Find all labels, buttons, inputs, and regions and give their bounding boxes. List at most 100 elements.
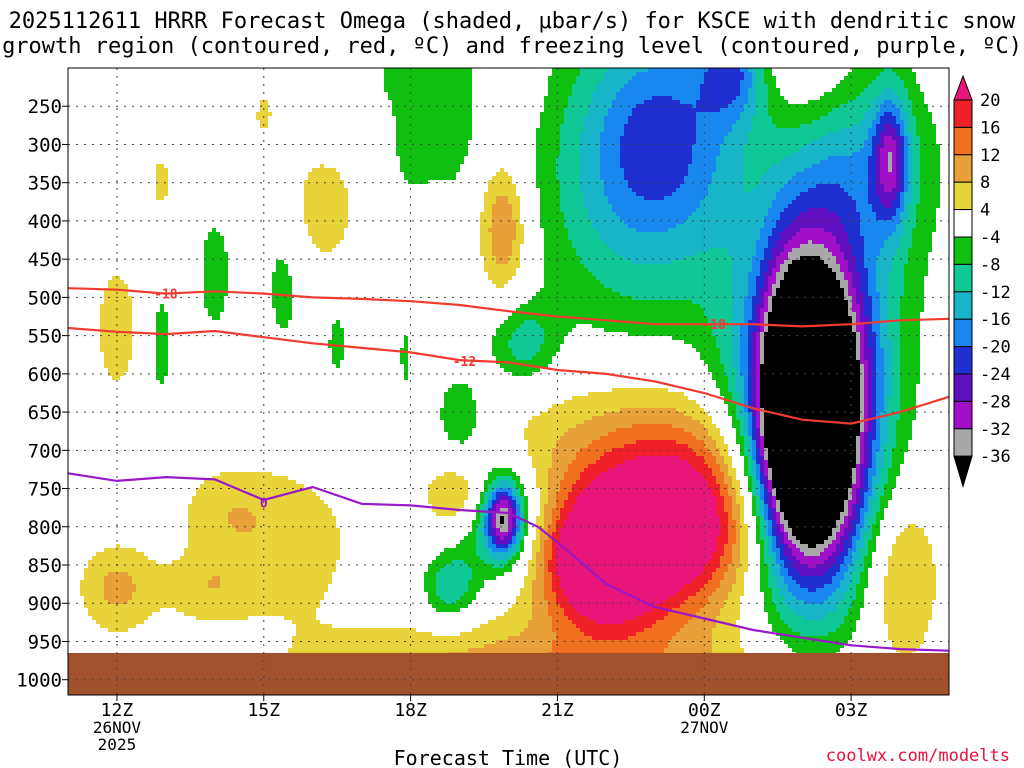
omega-cell	[564, 592, 676, 596]
omega-cell	[712, 452, 720, 456]
omega-cell	[568, 468, 584, 472]
omega-cell	[604, 72, 636, 76]
omega-cell	[864, 436, 868, 440]
omega-cell	[740, 400, 744, 404]
omega-cell	[712, 180, 744, 184]
omega-cell	[740, 412, 748, 416]
omega-cell	[512, 348, 540, 352]
omega-cell	[796, 196, 852, 200]
omega-cell	[872, 424, 876, 428]
omega-cell	[536, 532, 540, 536]
omega-cell	[552, 456, 576, 460]
omega-cell	[912, 140, 920, 144]
omega-cell	[908, 172, 912, 176]
omega-cell	[852, 272, 860, 276]
omega-cell	[884, 444, 896, 448]
omega-cell	[560, 584, 684, 588]
omega-cell	[560, 484, 572, 488]
omega-cell	[748, 292, 756, 296]
omega-cell	[876, 396, 884, 400]
colorbar-swatch	[953, 291, 973, 320]
omega-cell	[500, 528, 508, 532]
omega-cell	[564, 216, 588, 220]
omega-cell	[108, 280, 124, 284]
omega-cell	[736, 368, 740, 372]
omega-cell	[872, 484, 876, 488]
omega-cell	[548, 476, 564, 480]
omega-cell	[860, 380, 864, 384]
omega-cell	[740, 348, 748, 352]
omega-cell	[784, 576, 792, 580]
omega-cell	[756, 536, 760, 540]
omega-cell	[728, 252, 756, 256]
omega-cell	[848, 192, 868, 196]
omega-cell	[836, 608, 848, 612]
omega-cell	[892, 160, 896, 164]
omega-cell	[888, 564, 936, 568]
omega-cell	[496, 260, 508, 264]
omega-cell	[860, 336, 864, 340]
omega-cell	[888, 168, 892, 172]
omega-cell	[436, 592, 464, 596]
omega-cell	[292, 620, 320, 624]
omega-cell	[612, 388, 668, 392]
omega-cell	[888, 160, 892, 164]
omega-cell	[720, 388, 728, 392]
omega-cell	[896, 168, 900, 172]
omega-cell	[768, 512, 772, 516]
omega-cell	[844, 272, 852, 276]
omega-cell	[688, 460, 704, 464]
omega-cell	[784, 544, 788, 548]
omega-cell	[872, 460, 876, 464]
omega-cell	[624, 84, 700, 88]
omega-cell	[896, 92, 908, 96]
omega-cell	[536, 136, 560, 140]
omega-cell	[760, 368, 860, 372]
omega-cell	[776, 584, 788, 588]
omega-cell	[736, 428, 740, 432]
omega-cell	[852, 580, 860, 584]
omega-cell	[760, 472, 764, 476]
omega-cell	[788, 180, 868, 184]
omega-cell	[304, 188, 348, 192]
omega-cell	[540, 200, 560, 204]
omega-cell	[732, 476, 736, 480]
omega-cell	[764, 496, 768, 500]
omega-cell	[896, 176, 900, 180]
omega-cell	[780, 612, 796, 616]
omega-cell	[856, 472, 860, 476]
omega-cell	[872, 324, 880, 328]
omega-cell	[492, 220, 516, 224]
omega-cell	[732, 512, 740, 516]
omega-cell	[908, 212, 916, 216]
omega-cell	[576, 452, 604, 456]
omega-cell	[100, 312, 132, 316]
omega-cell	[600, 172, 624, 176]
omega-cell	[900, 400, 916, 404]
omega-cell	[552, 520, 556, 524]
omega-cell	[496, 540, 508, 544]
omega-cell	[844, 256, 856, 260]
omega-cell	[904, 268, 928, 272]
omega-cell	[724, 480, 732, 484]
omega-cell	[884, 68, 892, 72]
omega-cell	[900, 308, 924, 312]
omega-cell	[780, 616, 804, 620]
omega-cell	[488, 488, 492, 492]
omega-cell	[828, 632, 852, 636]
omega-cell	[772, 120, 812, 124]
omega-cell	[532, 616, 552, 620]
omega-cell	[556, 160, 580, 164]
omega-cell	[544, 596, 556, 600]
omega-cell	[732, 308, 744, 312]
omega-cell	[888, 304, 900, 308]
omega-cell	[536, 156, 556, 160]
omega-cell	[620, 88, 700, 92]
omega-cell	[716, 480, 724, 484]
omega-cell	[780, 548, 784, 552]
omega-cell	[864, 516, 868, 520]
omega-cell	[912, 148, 920, 152]
omega-cell	[752, 352, 756, 356]
omega-cell	[488, 496, 492, 500]
omega-cell	[732, 484, 740, 488]
